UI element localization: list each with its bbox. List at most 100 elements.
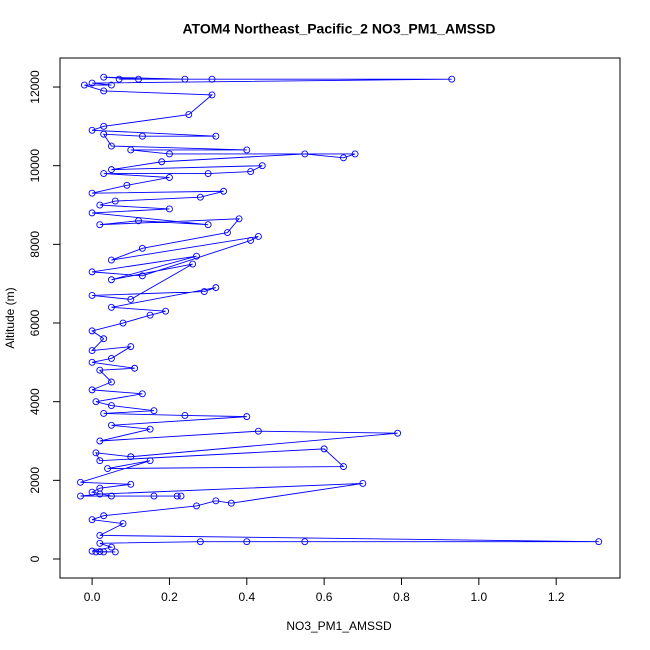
data-point — [104, 465, 112, 472]
data-point — [107, 81, 115, 89]
data-point — [96, 437, 104, 445]
data-point — [96, 484, 104, 492]
data-point — [189, 260, 197, 268]
data-point — [135, 217, 142, 225]
data-point — [100, 548, 108, 556]
data-point — [88, 327, 96, 335]
data-point — [146, 457, 154, 465]
data-point — [88, 209, 96, 217]
data-point — [193, 502, 200, 510]
x-axis-label: NO3_PM1_AMSSD — [286, 619, 392, 633]
data-point — [212, 497, 220, 505]
data-point — [107, 303, 115, 311]
data-point — [88, 189, 96, 197]
x-tick-label: 0.8 — [393, 590, 410, 604]
data-point — [88, 347, 96, 354]
chart-title: ATOM4 Northeast_Pacific_2 NO3_PM1_AMSSD — [182, 21, 495, 37]
data-point — [88, 386, 96, 394]
y-tick-label: 12000 — [28, 70, 42, 104]
data-point — [220, 187, 228, 195]
data-point — [96, 201, 104, 209]
x-tick-label: 0.4 — [238, 590, 255, 604]
data-point — [165, 174, 173, 181]
y-tick-label: 6000 — [28, 309, 42, 336]
data-point — [100, 87, 108, 95]
x-tick-label: 0.0 — [84, 590, 101, 604]
data-point — [80, 81, 88, 89]
data-point — [100, 410, 108, 417]
data-point — [138, 244, 146, 252]
data-point — [165, 150, 173, 158]
x-tick-label: 1.2 — [548, 590, 565, 604]
data-point — [247, 236, 255, 244]
y-tick-label: 0 — [28, 555, 42, 562]
data-point — [247, 168, 255, 176]
data-point — [165, 205, 173, 213]
data-point — [107, 543, 115, 551]
data-point — [107, 378, 115, 386]
data-point — [146, 311, 154, 319]
data-point — [181, 411, 189, 419]
data-point — [96, 457, 104, 465]
data-point — [448, 75, 456, 83]
data-point — [92, 449, 100, 457]
data-point — [96, 548, 104, 555]
data-point — [100, 335, 108, 343]
data-point — [100, 122, 108, 130]
data-point — [320, 445, 328, 453]
data-point — [595, 538, 603, 546]
data-point — [204, 170, 212, 178]
data-point — [208, 75, 216, 83]
data-point — [204, 221, 212, 229]
data-point — [301, 150, 309, 158]
data-point — [138, 390, 146, 398]
data-point — [123, 181, 131, 189]
data-point — [96, 539, 104, 547]
data-point — [111, 548, 119, 556]
data-point — [359, 480, 367, 487]
data-point — [88, 268, 96, 276]
data-point — [243, 538, 251, 546]
data-point — [88, 516, 96, 524]
data-point — [100, 170, 108, 178]
x-tick-label: 0.6 — [316, 590, 333, 604]
data-point — [212, 284, 220, 292]
data-point — [258, 162, 266, 170]
data-point — [88, 79, 96, 87]
data-point — [146, 425, 154, 433]
data-point — [88, 358, 96, 366]
data-point — [127, 480, 135, 488]
data-point — [127, 453, 135, 461]
data-point — [88, 547, 96, 555]
data-point — [301, 538, 309, 546]
data-point — [96, 531, 104, 539]
data-point — [88, 292, 96, 299]
data-point — [77, 492, 84, 500]
data-point — [77, 478, 84, 486]
data-point — [92, 398, 100, 406]
y-tick-label: 2000 — [28, 467, 42, 494]
x-tick-label: 1.0 — [470, 590, 487, 604]
data-point — [96, 366, 104, 374]
data-point — [150, 492, 158, 500]
y-tick-label: 10000 — [28, 149, 42, 183]
data-point — [138, 272, 146, 280]
data-point — [92, 548, 100, 556]
data-point — [107, 256, 115, 264]
data-point — [127, 295, 135, 303]
data-point — [212, 132, 220, 140]
data-point — [107, 142, 115, 150]
data-point — [135, 75, 142, 83]
data-point — [107, 402, 115, 410]
data-point — [100, 512, 108, 520]
data-point — [138, 132, 146, 140]
data-point — [162, 307, 170, 315]
plot-frame — [59, 57, 621, 579]
data-point — [131, 364, 139, 372]
data-point — [127, 146, 135, 154]
data-point — [196, 193, 204, 201]
x-tick-label: 0.2 — [161, 590, 178, 604]
data-point — [107, 492, 115, 500]
data-point — [150, 407, 158, 415]
data-line — [80, 76, 599, 553]
